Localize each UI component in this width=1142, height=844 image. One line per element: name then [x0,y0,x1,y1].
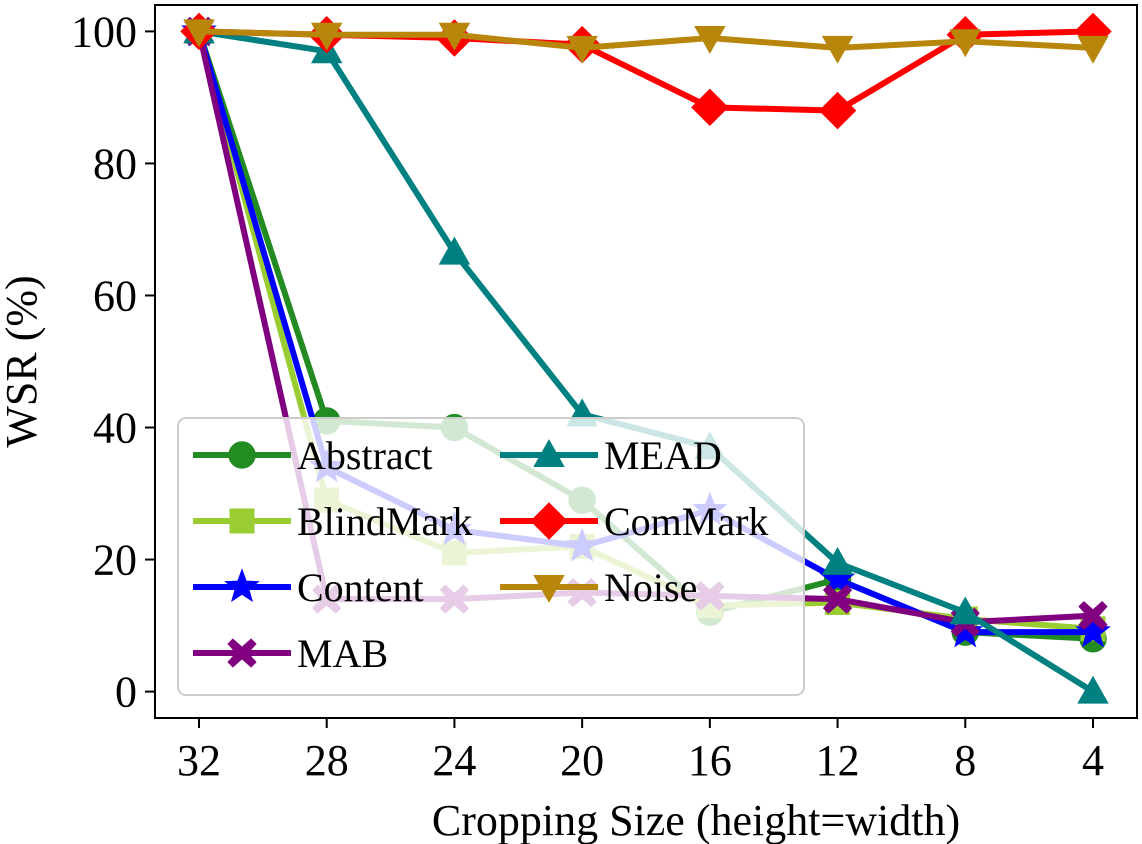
legend-box [177,417,805,696]
data-point-noise-24 [438,22,471,51]
legend-marker-abstract [228,441,256,469]
data-point-noise-28 [310,22,343,51]
data-point-mead-8 [949,596,982,625]
legend-marker-commark [530,502,568,540]
legend-item-abstract: Abstract [193,433,433,478]
legend-item-commark: ComMark [500,499,768,544]
data-point-noise-4 [1077,35,1109,64]
data-point-noise-8 [949,29,982,58]
data-point-mead-24 [438,236,471,265]
legend-marker-noise [533,574,565,603]
data-point-content-8 [947,613,984,648]
legend-label-mab: MAB [297,631,388,676]
x-tick-label-8: 8 [954,736,976,785]
x-tick-label-20: 20 [560,736,604,785]
legend-item-content: Content [193,565,424,610]
series-line-noise [198,28,1094,51]
data-point-mead-12 [821,546,854,575]
x-tick-label-28: 28 [305,736,349,785]
legend-item-blindmark: BlindMark [193,499,473,544]
y-tick-label-0: 0 [115,668,137,717]
y-tick-label-100: 100 [71,7,137,56]
series-noise [183,19,1109,64]
x-tick-label-32: 32 [177,736,221,785]
x-tick-label-24: 24 [432,736,476,785]
legend: Abstract BlindMark Content MAB MEAD ComMark No… [177,417,805,696]
legend-label-blindmark: BlindMark [297,499,473,544]
legend-marker-mead [533,439,565,468]
legend-label-abstract: Abstract [297,433,433,478]
plot-frame [154,4,1138,719]
legend-label-mead: MEAD [604,433,722,478]
y-axis-title: WSR (%) [0,275,46,447]
y-tick-label-60: 60 [93,271,137,320]
legend-item-mead: MEAD [500,433,722,478]
legend-item-noise: Noise [500,565,697,610]
x-tick-label-4: 4 [1082,736,1104,785]
data-point-noise-16 [694,25,726,54]
y-tick-label-40: 40 [93,404,137,453]
legend-marker-blindmark [229,508,255,534]
data-point-mab-12 [822,584,853,614]
legend-item-mab: MAB [193,631,388,676]
data-point-noise-12 [821,35,854,64]
legend-label-noise: Noise [604,565,697,610]
data-point-mead-4 [1077,675,1109,704]
data-point-commark-12 [818,91,857,130]
x-tick-label-16: 16 [688,736,732,785]
x-tick-label-12: 12 [816,736,860,785]
data-point-noise-20 [566,35,598,64]
x-axis-title: Cropping Size (height=width) [432,796,960,844]
data-point-commark-16 [691,88,729,127]
y-tick-label-80: 80 [93,139,137,188]
legend-label-content: Content [297,565,424,610]
data-point-noise-32 [183,19,215,48]
y-tick-label-20: 20 [93,536,137,585]
legend-label-commark: ComMark [604,499,768,544]
legend-marker-content [224,568,260,603]
data-point-mab-4 [1078,601,1108,631]
legend-marker-mab [227,638,257,668]
